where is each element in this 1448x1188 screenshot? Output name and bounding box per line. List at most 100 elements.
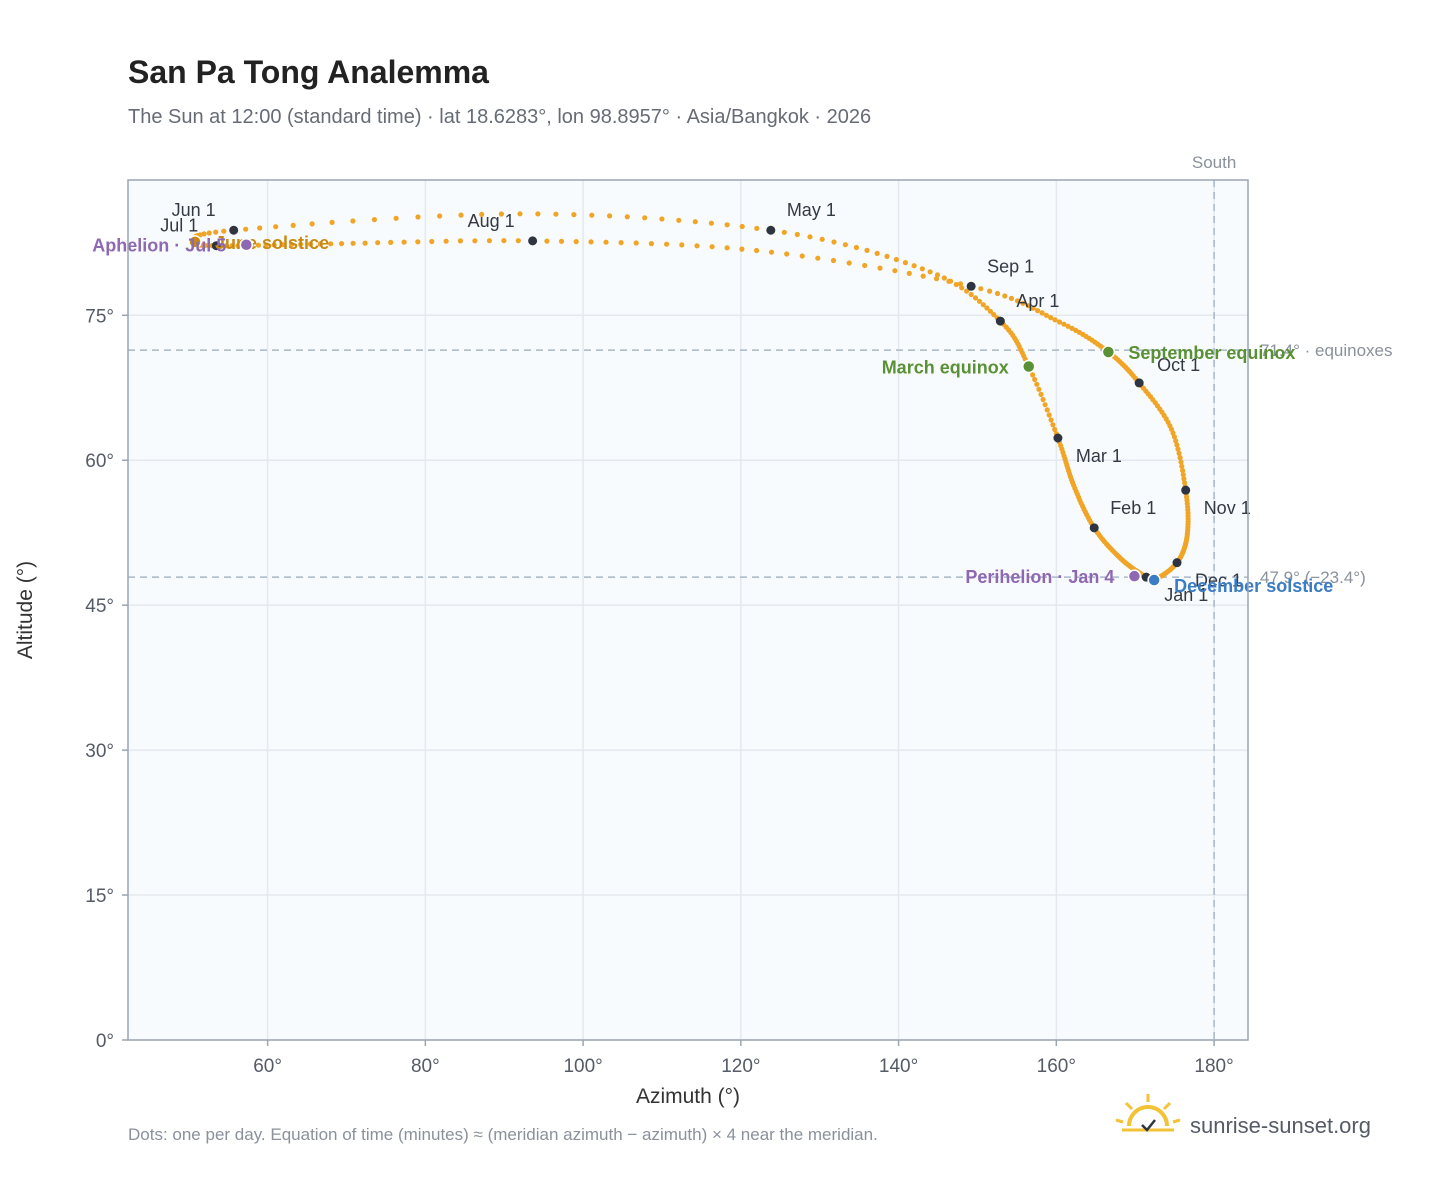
daily-sun-dot — [941, 275, 947, 281]
daily-sun-dot — [255, 242, 261, 248]
daily-sun-dot — [694, 243, 700, 249]
daily-sun-dot — [987, 308, 994, 314]
daily-sun-dot — [994, 290, 1001, 297]
daily-sun-dot — [781, 229, 787, 235]
x-tick-label: 160° — [1037, 1056, 1076, 1077]
daily-sun-dot — [927, 269, 933, 275]
daily-sun-dot — [362, 240, 368, 246]
daily-sun-dot — [724, 222, 730, 228]
daily-sun-dot — [573, 239, 579, 245]
daily-sun-dot — [978, 286, 984, 292]
daily-sun-dot — [273, 224, 279, 230]
month-marker-label: Sep 1 — [987, 256, 1034, 276]
daily-sun-dot — [205, 242, 211, 249]
daily-sun-dot — [877, 265, 883, 271]
daily-sun-dot — [692, 219, 698, 225]
daily-sun-dot — [676, 217, 682, 223]
event-marker-label: June solstice — [215, 233, 329, 253]
daily-sun-dot — [1038, 391, 1044, 397]
daily-sun-dot — [1032, 376, 1038, 383]
event-marker-label: Perihelion · Jan 4 — [965, 567, 1114, 587]
reference-lines: South 71.4° · equinoxes 47.9° (−23.4°) — [128, 153, 1393, 1040]
event-marker-label: Aphelion · Jul 5 — [92, 236, 226, 256]
daily-sun-dot — [946, 278, 952, 284]
event-marker-dot — [239, 237, 254, 252]
month-marker-dot — [1181, 485, 1191, 495]
daily-sun-dot — [263, 242, 269, 248]
daily-sun-dot — [280, 242, 286, 248]
daily-sun-dot — [862, 262, 868, 269]
daily-sun-dot — [864, 247, 870, 253]
month-marker-label: Nov 1 — [1204, 498, 1251, 518]
daily-sun-dot — [307, 241, 313, 247]
daily-sun-dot — [415, 214, 421, 220]
month-marker-dot — [966, 281, 976, 291]
month-marker-label: May 1 — [787, 200, 836, 220]
month-marker-dot — [1089, 523, 1099, 533]
y-tick-label: 45° — [85, 596, 114, 617]
daily-sun-dot — [846, 260, 852, 266]
daily-sun-dot — [968, 291, 974, 298]
daily-sun-dot — [221, 228, 227, 234]
daily-sun-dot — [1035, 308, 1041, 314]
daily-sun-dot — [1044, 407, 1050, 413]
daily-sun-dot — [902, 260, 909, 266]
daily-sun-dot — [1008, 295, 1015, 301]
daily-sun-dot — [1056, 319, 1063, 325]
event-marker-dot — [1147, 573, 1161, 587]
daily-sun-dot — [784, 251, 790, 257]
y-tick-label: 60° — [85, 451, 114, 472]
daily-sun-dot — [309, 221, 315, 227]
daily-sun-dot — [920, 273, 926, 279]
month-marker-label: Oct 1 — [1157, 355, 1200, 375]
y-tick-label: 0° — [96, 1031, 114, 1052]
daily-sun-dot — [588, 239, 594, 245]
daily-sun-dot — [223, 243, 229, 249]
daily-sun-dot — [633, 240, 639, 246]
event-marker-dot — [1101, 345, 1116, 359]
daily-sun-dot — [457, 238, 463, 244]
daily-sun-dot — [987, 288, 993, 294]
daily-sun-dot — [739, 246, 745, 252]
reference-label-south: South — [1192, 153, 1236, 172]
daily-sun-dot — [603, 239, 609, 245]
month-marker-label: Feb 1 — [1110, 498, 1156, 518]
daily-sun-dot — [388, 239, 394, 245]
daily-sun-dot — [642, 215, 648, 221]
daily-sun-dot — [709, 244, 715, 250]
daily-sun-dot — [1034, 381, 1040, 387]
daily-sun-dot — [328, 241, 334, 247]
daily-sun-dot — [271, 242, 277, 248]
daily-sun-dot — [919, 266, 925, 272]
daily-sun-dot — [1030, 305, 1036, 311]
reference-label-altitude: 71.4° · equinoxes — [1260, 341, 1393, 360]
daily-sun-dot — [486, 238, 492, 244]
x-axis-title: Azimuth (°) — [636, 1085, 740, 1108]
event-marker-dot — [1127, 569, 1142, 583]
brand-name: sunrise-sunset.org — [1190, 1113, 1371, 1138]
daily-sun-dot — [498, 211, 504, 217]
daily-sun-dot — [831, 239, 837, 245]
daily-sun-dot — [679, 242, 685, 248]
x-tick-label: 100° — [563, 1056, 602, 1077]
plot-frame — [127, 179, 1249, 1041]
daily-sun-dot — [972, 295, 979, 301]
x-tick-label: 120° — [721, 1056, 760, 1077]
month-marker-label: Jun 1 — [172, 200, 216, 220]
daily-sun-dot — [618, 240, 624, 246]
month-marker-dot — [1172, 558, 1182, 568]
daily-sun-dot — [1174, 442, 1180, 448]
daily-sun-dot — [589, 212, 595, 218]
daily-sun-dot — [664, 241, 670, 247]
daily-sun-dot — [1046, 412, 1052, 418]
brand-logo[interactable]: sunrise-sunset.org — [1115, 1094, 1371, 1138]
daily-sun-dot — [1052, 317, 1058, 323]
daily-sun-dot — [1175, 446, 1181, 452]
daily-sun-dot — [754, 225, 760, 231]
event-marker-label: September equinox — [1128, 343, 1295, 363]
daily-sun-dot — [1014, 298, 1021, 304]
daily-sun-dot — [991, 312, 997, 318]
daily-sun-dot — [984, 305, 990, 311]
daily-sun-dot — [1179, 463, 1185, 469]
